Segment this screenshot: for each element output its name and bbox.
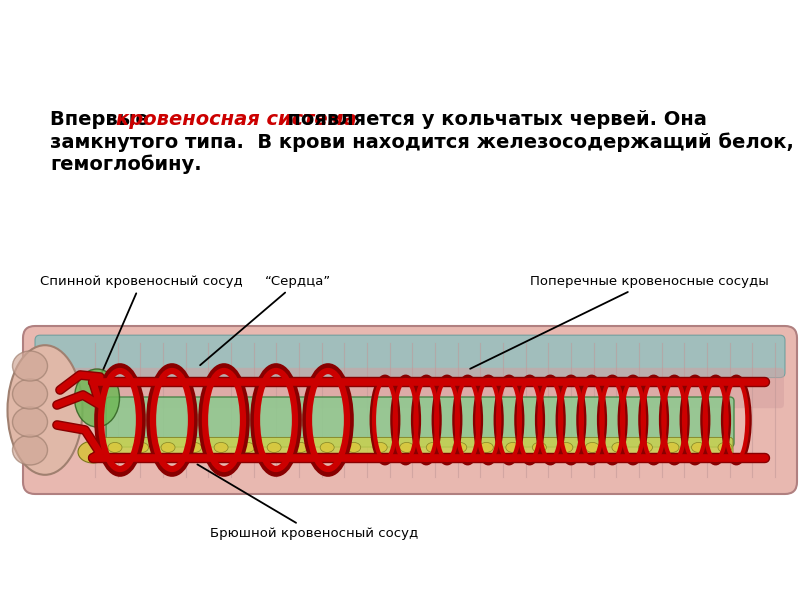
Ellipse shape (134, 442, 149, 452)
Ellipse shape (13, 435, 47, 465)
Text: Впервые: Впервые (50, 110, 155, 129)
Ellipse shape (346, 442, 361, 452)
FancyBboxPatch shape (106, 397, 734, 447)
Text: Брюшной кровеносный сосуд: Брюшной кровеносный сосуд (198, 464, 418, 540)
Ellipse shape (241, 442, 254, 452)
Ellipse shape (78, 441, 108, 463)
Ellipse shape (13, 407, 47, 437)
Ellipse shape (426, 442, 440, 452)
Ellipse shape (586, 442, 599, 452)
Ellipse shape (320, 442, 334, 452)
Ellipse shape (559, 442, 573, 452)
Text: Поперечные кровеносные сосуды: Поперечные кровеносные сосуды (470, 275, 769, 369)
Text: появляется у кольчатых червей. Она: появляется у кольчатых червей. Она (274, 110, 706, 129)
Ellipse shape (638, 442, 653, 452)
Text: замкнутого типа.  В крови находится железосодержащий белок, близкий к: замкнутого типа. В крови находится желез… (50, 132, 800, 152)
Ellipse shape (718, 442, 732, 452)
FancyBboxPatch shape (36, 368, 784, 408)
FancyBboxPatch shape (35, 335, 785, 377)
Ellipse shape (7, 345, 82, 475)
Ellipse shape (506, 442, 520, 452)
Ellipse shape (13, 351, 47, 381)
FancyBboxPatch shape (97, 437, 733, 457)
Ellipse shape (74, 369, 119, 427)
Ellipse shape (267, 442, 281, 452)
Ellipse shape (612, 442, 626, 452)
Ellipse shape (214, 442, 228, 452)
Ellipse shape (374, 442, 387, 452)
Ellipse shape (13, 379, 47, 409)
Ellipse shape (479, 442, 494, 452)
Ellipse shape (400, 442, 414, 452)
Ellipse shape (294, 442, 308, 452)
Ellipse shape (532, 442, 546, 452)
Text: гемоглобину.: гемоглобину. (50, 154, 202, 173)
Ellipse shape (108, 442, 122, 452)
Text: кровеносная система: кровеносная система (116, 110, 357, 129)
Text: Спинной кровеносный сосуд: Спинной кровеносный сосуд (40, 275, 242, 374)
Text: “Сердца”: “Сердца” (200, 275, 331, 365)
Ellipse shape (187, 442, 202, 452)
Ellipse shape (453, 442, 466, 452)
Ellipse shape (665, 442, 679, 452)
Ellipse shape (161, 442, 175, 452)
Ellipse shape (691, 442, 706, 452)
FancyBboxPatch shape (23, 326, 797, 494)
